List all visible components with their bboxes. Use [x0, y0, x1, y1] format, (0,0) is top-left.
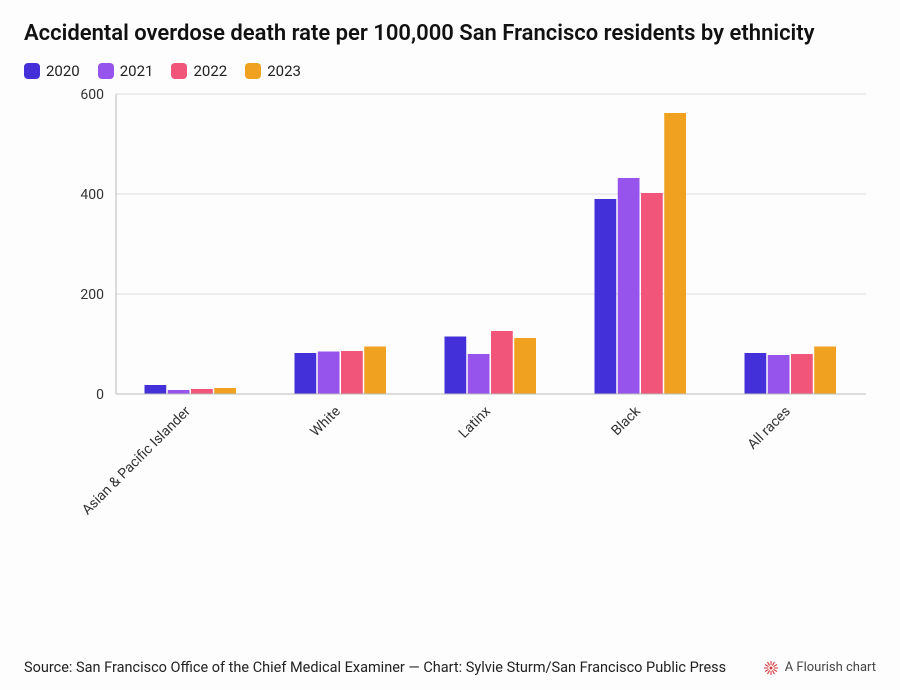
footer: Source: San Francisco Office of the Chie… — [24, 659, 876, 676]
y-tick-label: 400 — [80, 187, 104, 203]
x-category-label: Asian & Pacific Islander — [79, 403, 194, 518]
flourish-credit[interactable]: A Flourish chart — [763, 660, 876, 676]
bar[interactable] — [641, 193, 663, 394]
legend-swatch — [24, 63, 40, 79]
x-category-label: Latinx — [456, 403, 494, 441]
bar[interactable] — [814, 346, 836, 394]
bar[interactable] — [745, 353, 767, 394]
legend-item-2022[interactable]: 2022 — [171, 62, 227, 80]
flourish-credit-label: A Flourish chart — [785, 660, 876, 675]
legend-swatch — [245, 63, 261, 79]
chart-container: Accidental overdose death rate per 100,0… — [0, 0, 900, 690]
bar[interactable] — [491, 331, 513, 394]
chart-svg: 0 200 400 600 Asian & Pacific Islander White L… — [24, 86, 876, 524]
bar[interactable] — [595, 199, 617, 394]
legend-item-2021[interactable]: 2021 — [98, 62, 154, 80]
bar[interactable] — [168, 390, 190, 394]
y-tick-label: 0 — [96, 387, 104, 403]
legend: 2020 2021 2022 2023 — [24, 62, 876, 80]
bar[interactable] — [214, 388, 236, 394]
chart-title: Accidental overdose death rate per 100,0… — [24, 20, 876, 48]
y-tick-label: 600 — [80, 87, 104, 103]
legend-swatch — [171, 63, 187, 79]
legend-item-2023[interactable]: 2023 — [245, 62, 301, 80]
source-text: Source: San Francisco Office of the Chie… — [24, 659, 726, 676]
x-category-label: White — [307, 403, 343, 439]
legend-label: 2020 — [46, 62, 80, 80]
bar[interactable] — [468, 354, 490, 394]
bar[interactable] — [514, 338, 536, 394]
bar[interactable] — [791, 354, 813, 394]
legend-label: 2021 — [120, 62, 154, 80]
chart-plot-area: 0 200 400 600 Asian & Pacific Islander White L… — [24, 86, 876, 654]
bar[interactable] — [445, 336, 467, 394]
legend-label: 2022 — [193, 62, 227, 80]
bar[interactable] — [145, 385, 167, 394]
bar[interactable] — [191, 389, 213, 394]
bar[interactable] — [618, 178, 640, 394]
bar[interactable] — [768, 355, 790, 394]
legend-label: 2023 — [267, 62, 301, 80]
bar[interactable] — [318, 351, 340, 394]
x-category-label: Black — [608, 402, 644, 438]
flourish-icon — [763, 660, 779, 676]
bar[interactable] — [341, 351, 363, 394]
legend-swatch — [98, 63, 114, 79]
bar[interactable] — [295, 353, 317, 394]
y-tick-label: 200 — [80, 287, 104, 303]
legend-item-2020[interactable]: 2020 — [24, 62, 80, 80]
bar[interactable] — [364, 346, 386, 394]
bar[interactable] — [664, 113, 686, 394]
x-category-label: All races — [745, 403, 794, 452]
